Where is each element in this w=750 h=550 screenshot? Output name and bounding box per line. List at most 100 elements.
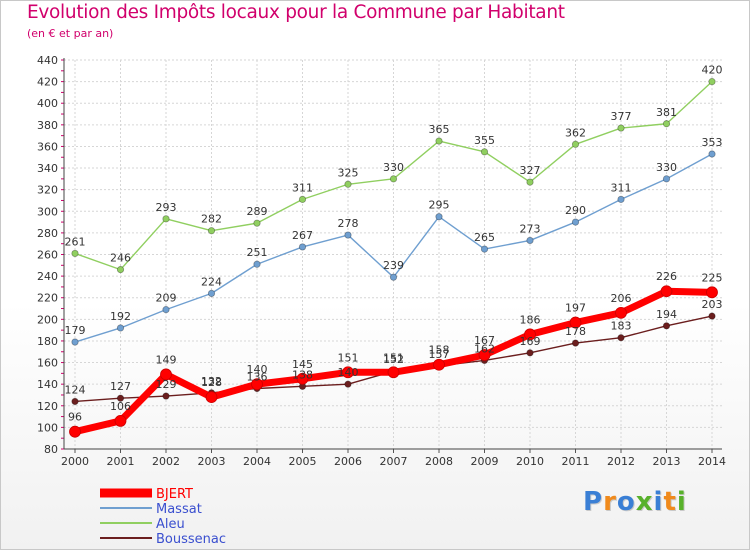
- data-label-massat: 311: [611, 181, 632, 194]
- data-point-aleu: [571, 140, 580, 148]
- data-point-bjert: [69, 425, 81, 438]
- y-tick-label: 340: [37, 162, 58, 175]
- data-point-boussenac: [617, 334, 625, 342]
- y-tick-label: 300: [37, 205, 58, 218]
- data-point-bjert: [433, 358, 445, 371]
- x-tick-label: 2008: [425, 455, 453, 468]
- data-point-boussenac: [571, 339, 580, 347]
- data-point-bjert: [387, 366, 400, 379]
- x-tick-label: 2001: [107, 455, 135, 468]
- data-label-aleu: 282: [201, 213, 222, 226]
- data-label-bjert: 225: [702, 271, 723, 284]
- data-point-boussenac: [71, 397, 79, 406]
- data-label-aleu: 246: [110, 252, 131, 265]
- data-label-aleu: 381: [656, 106, 677, 119]
- series-lines: [69, 78, 718, 438]
- data-label-bjert: 96: [68, 411, 82, 424]
- data-point-aleu: [389, 175, 398, 183]
- x-tick-label: 2006: [334, 455, 362, 468]
- y-tick-label: 360: [37, 140, 58, 153]
- data-label-bjert: 128: [201, 376, 222, 389]
- data-label-bjert: 151: [338, 351, 359, 364]
- data-point-massat: [480, 245, 489, 253]
- data-point-bjert: [524, 328, 536, 341]
- data-label-boussenac: 127: [110, 380, 131, 393]
- data-label-aleu: 311: [292, 181, 313, 194]
- data-label-massat: 330: [656, 161, 677, 174]
- data-label-boussenac: 132: [201, 375, 222, 388]
- data-label-boussenac: 136: [247, 370, 268, 383]
- y-tick-label: 320: [37, 184, 58, 197]
- y-tick-label: 280: [37, 227, 58, 240]
- data-label-aleu: 261: [65, 235, 86, 248]
- x-tick-label: 2003: [198, 455, 226, 468]
- data-point-boussenac: [708, 312, 716, 320]
- x-tick-labels: 2000 2001 2002 2003 2004 2005 2006 2007 2008 2009…: [61, 455, 726, 468]
- data-point-bjert: [342, 366, 354, 379]
- x-tick-label: 2012: [607, 455, 635, 468]
- data-point-bjert: [114, 415, 127, 427]
- data-label-massat: 179: [65, 324, 86, 337]
- data-point-massat: [662, 175, 671, 183]
- y-tick-label: 420: [37, 76, 58, 89]
- data-label-bjert: 158: [429, 344, 450, 357]
- data-point-bjert: [478, 349, 491, 361]
- data-label-massat: 239: [383, 259, 404, 272]
- y-tick-labels: 80 100 120 140 160 180 200 220 240 260 280 300 320 34…: [37, 54, 58, 456]
- data-label-aleu: 293: [156, 201, 177, 214]
- data-label-bjert: 186: [520, 313, 541, 326]
- data-point-massat: [571, 218, 580, 226]
- data-point-aleu: [708, 78, 716, 86]
- data-label-boussenac: 138: [292, 368, 313, 381]
- data-label-massat: 224: [201, 275, 222, 288]
- data-label-aleu: 355: [474, 134, 495, 147]
- data-label-massat: 192: [110, 310, 131, 323]
- x-tick-label: 2005: [289, 455, 317, 468]
- data-point-aleu: [480, 148, 489, 156]
- data-point-aleu: [162, 215, 170, 223]
- y-tick-label: 120: [37, 400, 58, 413]
- data-label-aleu: 330: [383, 161, 404, 174]
- data-label-boussenac: 178: [565, 325, 586, 338]
- data-point-bjert: [706, 286, 718, 299]
- data-label-boussenac: 203: [702, 298, 723, 311]
- data-point-aleu: [435, 137, 443, 145]
- x-tick-label: 2010: [516, 455, 544, 468]
- logo-letter: i: [653, 487, 664, 517]
- y-tick-label: 400: [37, 97, 58, 110]
- data-point-massat: [162, 306, 170, 314]
- data-label-bjert: 140: [247, 363, 268, 376]
- data-label-massat: 265: [474, 231, 495, 244]
- data-label-aleu: 362: [565, 126, 586, 139]
- data-point-massat: [389, 273, 398, 281]
- data-label-aleu: 365: [429, 123, 450, 136]
- data-point-aleu: [207, 227, 216, 235]
- y-tick-label: 180: [37, 335, 58, 348]
- data-label-massat: 267: [292, 229, 313, 242]
- data-label-bjert: 226: [656, 270, 677, 283]
- data-point-bjert: [569, 316, 582, 329]
- data-label-boussenac: 124: [65, 383, 86, 396]
- data-point-bjert: [205, 391, 218, 404]
- y-tick-label: 160: [37, 357, 58, 370]
- data-label-aleu: 289: [247, 205, 268, 218]
- legend-label-boussenac: Boussenac: [156, 532, 226, 547]
- x-tick-label: 2014: [698, 455, 726, 468]
- data-label-massat: 295: [429, 199, 450, 212]
- data-point-aleu: [344, 180, 352, 188]
- data-label-massat: 251: [247, 246, 268, 259]
- data-labels: 261 246 293 282 289 311 325 330 365 355 327 362 377 3…: [65, 64, 723, 424]
- x-tick-label: 2002: [152, 455, 180, 468]
- data-point-massat: [116, 324, 125, 332]
- data-label-boussenac: 183: [611, 320, 632, 333]
- x-tick-label: 2004: [243, 455, 271, 468]
- data-label-boussenac: 140: [338, 366, 359, 379]
- chart-subtitle: (en € et par an): [27, 27, 114, 40]
- data-point-aleu: [71, 249, 79, 258]
- y-tick-label: 100: [37, 421, 58, 434]
- data-label-boussenac: 169: [520, 335, 541, 348]
- data-label-aleu: 377: [611, 110, 632, 123]
- y-tick-label: 220: [37, 292, 58, 305]
